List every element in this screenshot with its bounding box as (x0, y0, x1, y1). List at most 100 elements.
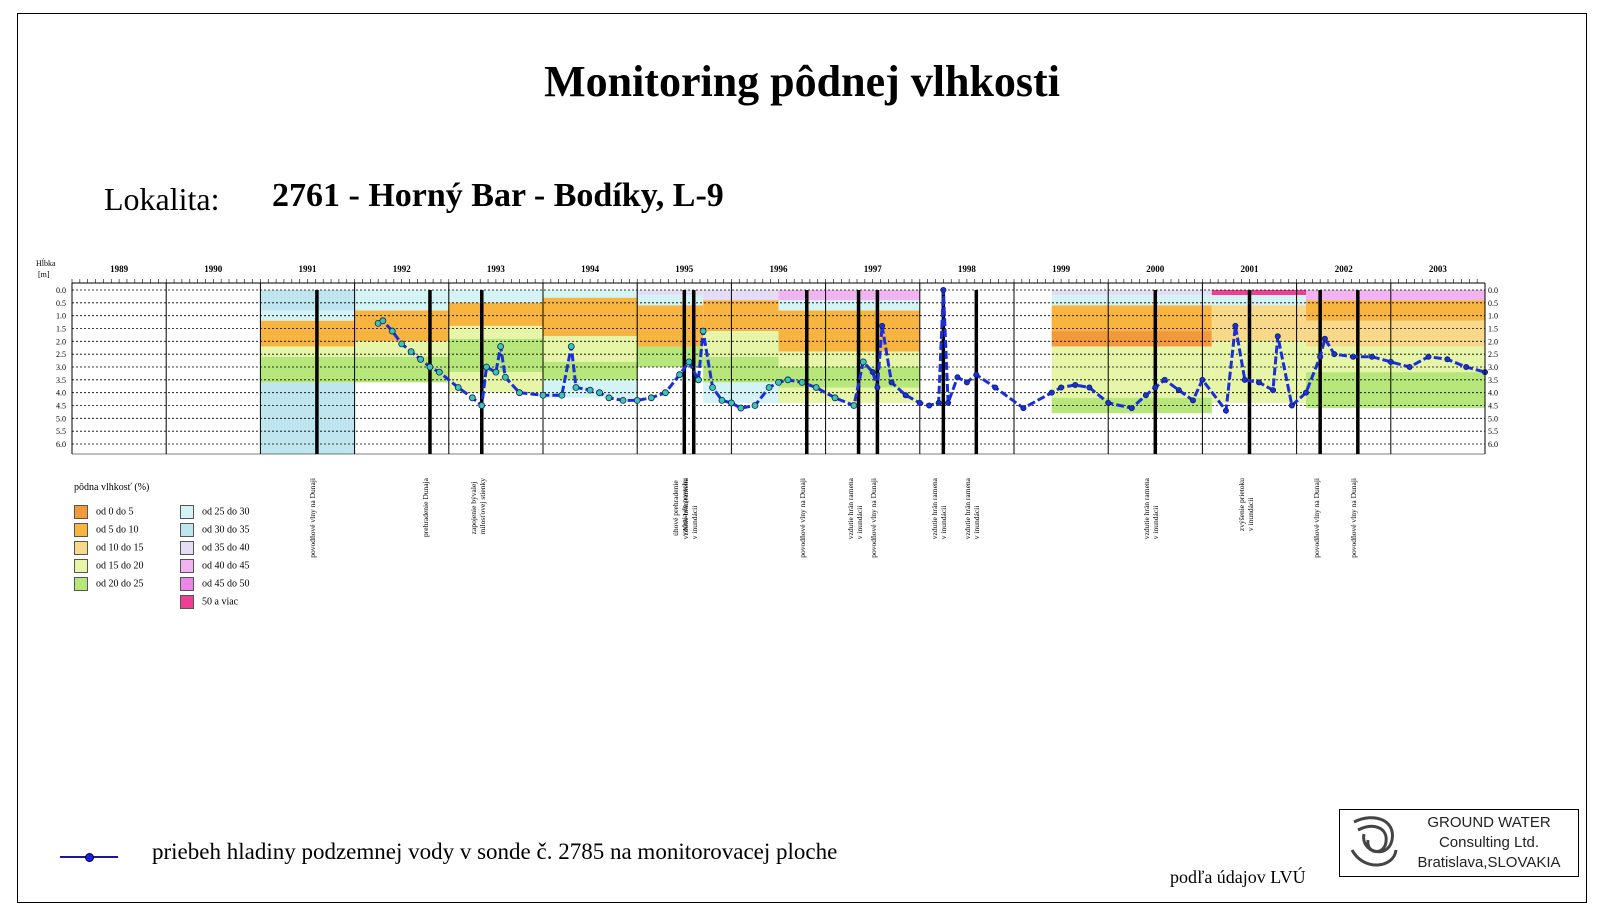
groundwater-point (558, 391, 566, 399)
year-label: 1990 (204, 264, 223, 274)
legend-title: pôdna vlhkosť (%) (74, 482, 150, 493)
legend-label: od 45 do 50 (202, 578, 250, 590)
groundwater-point (935, 399, 942, 406)
legend-label: 50 a viac (202, 596, 239, 608)
page-title: Monitoring pôdnej vlhkosti (544, 57, 1060, 106)
legend-item: od 0 do 5 (74, 505, 134, 519)
groundwater-point (1317, 353, 1324, 360)
groundwater-point (567, 343, 575, 350)
moisture-cell (778, 290, 920, 301)
groundwater-point (940, 286, 947, 293)
logo-mark-icon (1350, 816, 1398, 867)
groundwater-point (1331, 351, 1338, 358)
moisture-cell (778, 310, 920, 352)
groundwater-point (709, 384, 716, 391)
groundwater-point (1387, 358, 1394, 365)
groundwater-point (954, 374, 961, 381)
groundwater-point (435, 368, 443, 376)
y-tick-label-right: 5.0 (1488, 414, 1498, 423)
groundwater-point (417, 355, 424, 363)
moisture-cell (1306, 300, 1485, 321)
groundwater-point (468, 394, 476, 402)
moisture-cell (260, 290, 355, 311)
legend-label: od 5 do 10 (96, 524, 139, 536)
groundwater-point (1222, 407, 1229, 414)
groundwater-point (1189, 397, 1196, 404)
moisture-cell (543, 290, 638, 298)
groundwater-point (501, 373, 509, 381)
y-axis-unit: [m] (38, 270, 50, 279)
year-label: 1998 (958, 264, 977, 274)
legend-item: od 25 do 30 (180, 505, 250, 519)
y-tick-label-right: 2.0 (1488, 337, 1498, 346)
legend-swatch (180, 505, 194, 519)
moisture-cell (1211, 290, 1307, 296)
moisture-cell (1051, 305, 1212, 332)
legend-label: od 40 do 45 (202, 560, 250, 572)
event-label: povodňové vlny na Dunaji (1349, 478, 1359, 558)
groundwater-point (728, 399, 735, 407)
event-label: povodňové vlny na Dunaji (308, 478, 318, 558)
groundwater-point (676, 371, 683, 379)
groundwater-point (695, 376, 702, 384)
moisture-cell (354, 369, 449, 383)
legend-label: od 30 do 35 (202, 524, 250, 536)
event-label: vzdutie hrán ramena v inundácii (680, 478, 699, 540)
moisture-cell (354, 290, 449, 311)
y-tick-label-right: 4.5 (1488, 402, 1498, 411)
logo-line-1: GROUND WATER (1427, 814, 1551, 831)
groundwater-point (407, 348, 415, 356)
legend-label: od 15 do 20 (96, 560, 144, 572)
groundwater-point (879, 322, 886, 329)
y-tick-label-left: 1.5 (56, 325, 66, 334)
groundwater-point (388, 327, 396, 335)
moisture-cell (448, 290, 543, 303)
moisture-cell (260, 367, 355, 383)
moisture-cell (448, 302, 543, 326)
moisture-cell (1051, 331, 1212, 347)
groundwater-point (379, 317, 387, 325)
legend-swatch (74, 541, 88, 555)
groundwater-point (798, 378, 806, 386)
groundwater-point (1303, 389, 1310, 396)
y-tick-label-right: 3.0 (1488, 363, 1498, 372)
groundwater-point (1350, 353, 1357, 360)
location-label: Lokalita: (104, 181, 220, 217)
legend-item: od 30 do 35 (180, 523, 250, 537)
y-tick-label-left: 1.0 (56, 312, 66, 321)
event-label: vzdutie hrán ramena v inundácii (845, 478, 864, 540)
year-label: 1999 (1052, 264, 1071, 274)
groundwater-point (888, 379, 895, 386)
legend-swatch (180, 541, 194, 555)
legend-swatch (180, 559, 194, 573)
groundwater-point (916, 399, 923, 406)
y-tick-label-right: 6.0 (1488, 440, 1498, 449)
year-label: 1992 (393, 264, 412, 274)
moisture-cell (543, 336, 638, 362)
event-label: vzdutie hrán ramena v inundácii (1142, 478, 1161, 540)
groundwater-point (1142, 392, 1149, 399)
moisture-cell (1211, 295, 1307, 306)
legend-item: od 15 do 20 (74, 559, 144, 573)
groundwater-legend: priebeh hladiny podzemnej vody v sonde č… (60, 839, 980, 869)
legend-item: od 35 do 40 (180, 541, 250, 555)
y-tick-label-left: 6.0 (56, 440, 66, 449)
legend-swatch (180, 577, 194, 591)
moisture-cell (778, 351, 920, 367)
moisture-cell (778, 367, 920, 388)
groundwater-point (1368, 353, 1375, 360)
year-label: 1995 (675, 264, 694, 274)
y-tick-label-right: 1.0 (1488, 312, 1498, 321)
year-label: 1989 (110, 264, 129, 274)
groundwater-point (775, 378, 782, 386)
groundwater-point (1199, 376, 1206, 383)
moisture-cell (778, 300, 920, 311)
legend-item: od 45 do 50 (180, 577, 250, 591)
groundwater-point (859, 358, 867, 366)
legend-item: 50 a viac (180, 595, 238, 609)
moisture-cell (1211, 305, 1307, 342)
groundwater-point (718, 396, 726, 404)
legend-label: od 25 do 30 (202, 506, 250, 518)
moisture-cell (448, 372, 543, 393)
year-label: 1991 (299, 264, 318, 274)
